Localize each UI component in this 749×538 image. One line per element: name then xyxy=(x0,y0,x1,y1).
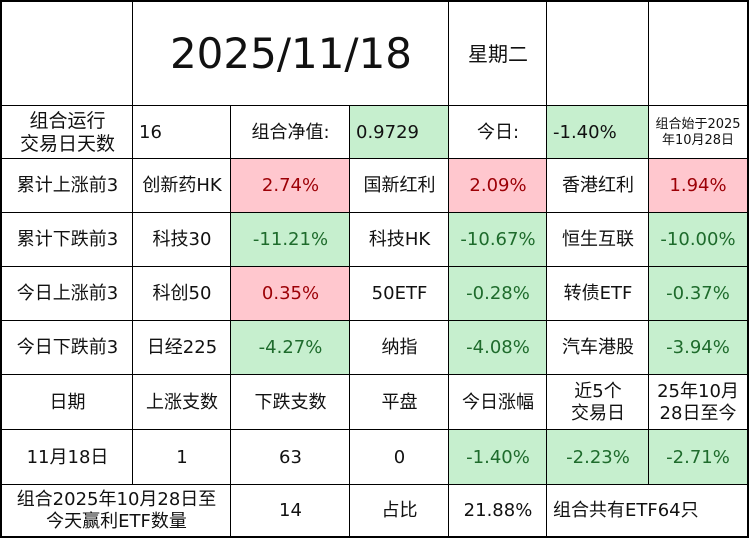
ranking-fund-return: -11.21% xyxy=(231,213,350,267)
ranking-fund-name: 汽车港股 xyxy=(562,337,634,359)
total-etf-note: 组合共有ETF64只 xyxy=(553,499,699,521)
grid-line xyxy=(0,429,749,430)
stats-header-today-change: 今日涨幅 xyxy=(462,391,534,413)
ranking-label: 今日下跌前3 xyxy=(16,337,119,359)
ranking-fund-name: 恒生互联 xyxy=(562,229,634,251)
stats-date: 11月18日 xyxy=(26,446,109,468)
grid-line xyxy=(0,484,749,485)
stats-header-5day-change: 近5个 交易日 xyxy=(571,380,625,424)
stats-since-start: -2.71% xyxy=(649,430,747,485)
ranking-label: 今日上涨前3 xyxy=(16,283,119,305)
grid-line xyxy=(747,0,749,538)
stats-header-up-count: 上涨支数 xyxy=(146,391,218,413)
stats-header-date: 日期 xyxy=(49,391,86,413)
run-days-label: 组合运行 交易日天数 xyxy=(19,109,115,155)
report-date: 2025/11/18 xyxy=(169,28,413,78)
ranking-fund-name: 纳指 xyxy=(381,337,418,359)
ranking-fund-return: 1.94% xyxy=(649,159,747,213)
nav-value: 0.9729 xyxy=(350,106,449,159)
stats-5day-change: -2.23% xyxy=(547,430,649,485)
ranking-label: 累计上涨前3 xyxy=(16,175,119,197)
ranking-fund-name: 日经225 xyxy=(146,337,218,359)
grid-line xyxy=(648,0,649,485)
grid-line xyxy=(0,0,749,2)
stats-header-since-start: 25年10月 28日至今 xyxy=(657,380,739,424)
ranking-fund-return: 2.09% xyxy=(449,159,547,213)
stats-header-flat-count: 平盘 xyxy=(381,391,418,413)
start-note: 组合始于2025 年10月28日 xyxy=(655,116,741,148)
nav-label: 组合净值: xyxy=(251,121,330,143)
ranking-fund-name: 香港红利 xyxy=(562,175,634,197)
ranking-fund-return: -3.94% xyxy=(649,321,747,375)
ranking-fund-return: -4.27% xyxy=(231,321,350,375)
grid-line xyxy=(349,105,350,538)
today-value: -1.40% xyxy=(547,106,649,159)
ranking-fund-name: 科创50 xyxy=(152,283,212,305)
grid-line xyxy=(132,0,133,485)
ranking-fund-return: 2.74% xyxy=(231,159,350,213)
stats-up-count: 1 xyxy=(176,446,188,468)
stats-flat-count: 0 xyxy=(393,446,406,468)
grid-line xyxy=(546,0,547,538)
grid-line xyxy=(230,105,231,538)
profit-count-value: 14 xyxy=(279,499,302,521)
grid-line xyxy=(0,266,749,267)
today-label: 今日: xyxy=(476,121,520,143)
grid-line xyxy=(0,0,2,538)
ranking-fund-name: 转债ETF xyxy=(563,283,633,305)
ranking-fund-name: 科技HK xyxy=(368,229,431,251)
grid-line xyxy=(0,320,749,321)
ranking-fund-return: -0.37% xyxy=(649,267,747,321)
ranking-fund-name: 创新药HK xyxy=(142,175,222,197)
ranking-label: 累计下跌前3 xyxy=(16,229,119,251)
ranking-fund-name: 国新红利 xyxy=(363,175,436,197)
ranking-fund-return: 0.35% xyxy=(231,267,350,321)
grid-line xyxy=(448,0,449,538)
ratio-value: 21.88% xyxy=(463,499,533,521)
profit-count-label: 组合2025年10月28日至 今天赢利ETF数量 xyxy=(16,488,217,532)
ranking-fund-name: 科技30 xyxy=(152,229,212,251)
weekday: 星期二 xyxy=(468,42,528,66)
grid-line xyxy=(0,158,749,159)
ratio-label: 占比 xyxy=(381,499,418,521)
stats-today-change: -1.40% xyxy=(449,430,547,485)
ranking-fund-return: -4.08% xyxy=(449,321,547,375)
ranking-fund-return: -10.67% xyxy=(449,213,547,267)
ranking-fund-name: 50ETF xyxy=(371,283,428,305)
grid-line xyxy=(0,374,749,375)
stats-down-count: 63 xyxy=(279,446,302,468)
ranking-fund-return: -0.28% xyxy=(449,267,547,321)
grid-line xyxy=(0,212,749,213)
grid-line xyxy=(0,105,749,106)
grid-line xyxy=(0,536,749,538)
run-days-value: 16 xyxy=(139,121,162,143)
stats-header-down-count: 下跌支数 xyxy=(254,391,327,413)
ranking-fund-return: -10.00% xyxy=(649,213,747,267)
